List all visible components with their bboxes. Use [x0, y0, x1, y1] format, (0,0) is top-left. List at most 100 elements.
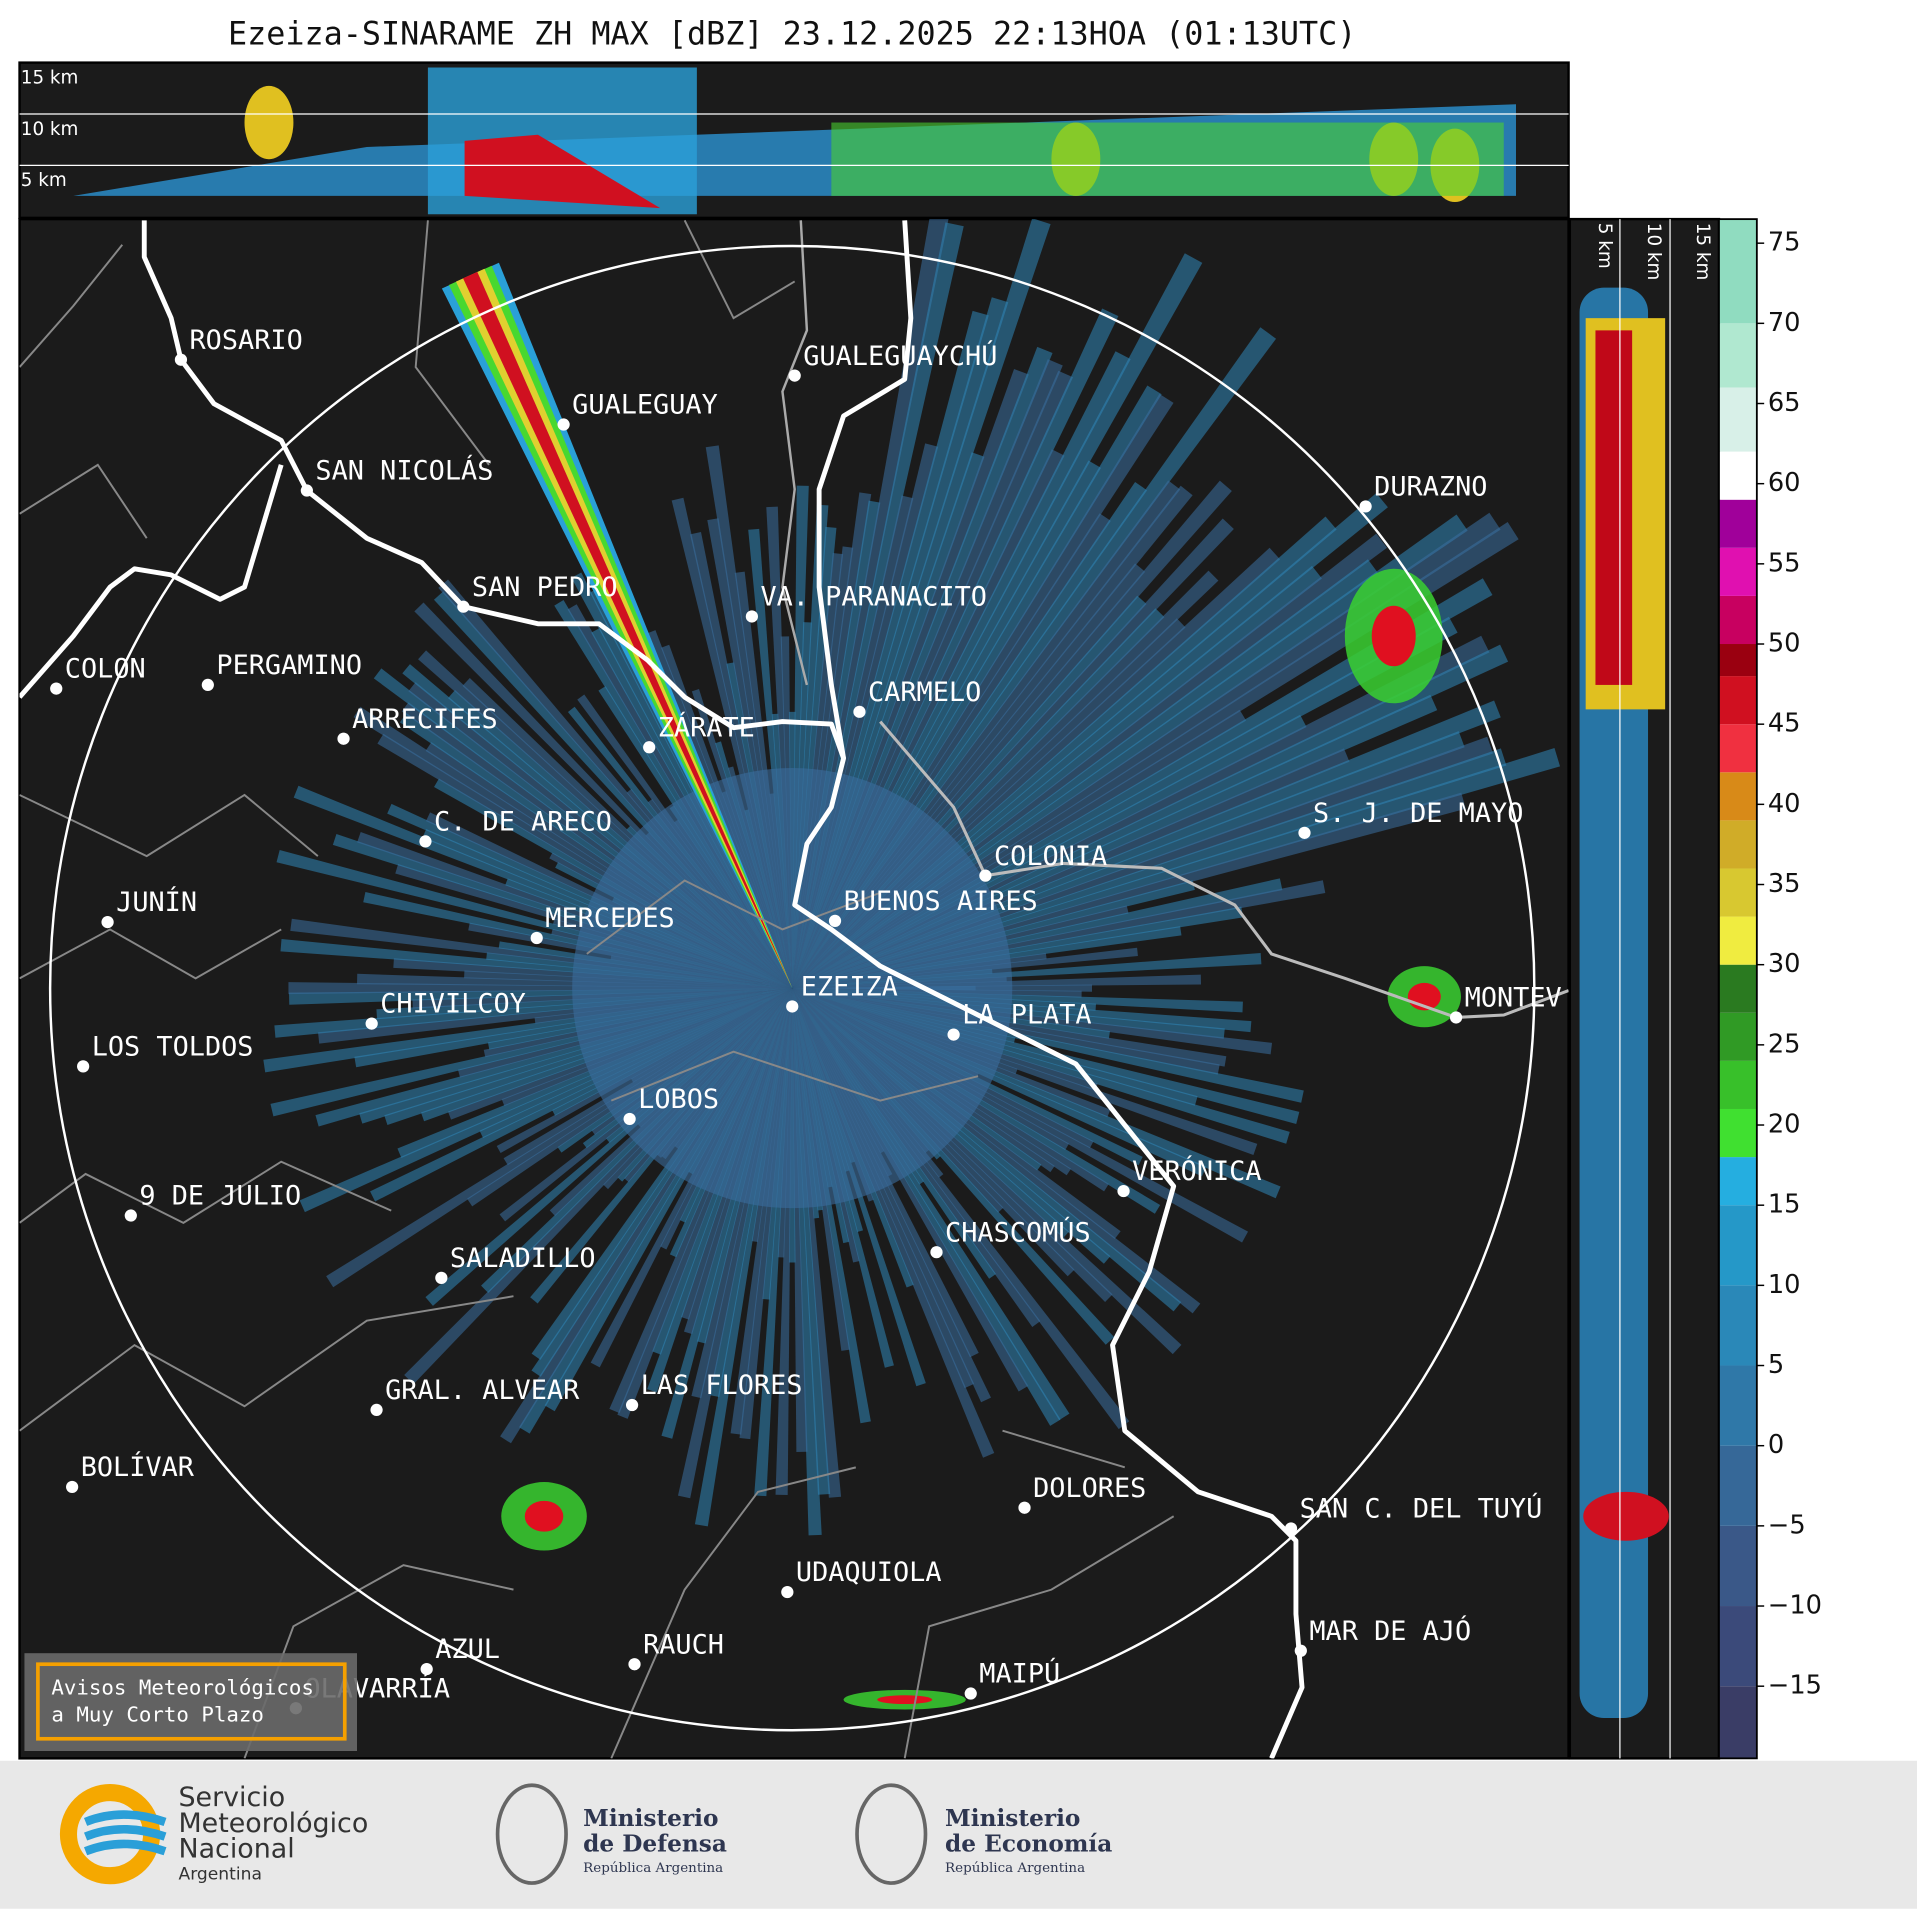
- colorbar-band: [1718, 387, 1757, 452]
- city-label: LOS TOLDOS: [92, 1032, 254, 1063]
- city-dot: [300, 484, 313, 497]
- colorbar-band: [1718, 820, 1757, 869]
- profile-echo: [464, 134, 661, 209]
- colorbar-tick-label: 55: [1768, 548, 1801, 578]
- colorbar-tick-label: 65: [1768, 388, 1801, 418]
- height-label: 10 km: [1643, 223, 1664, 281]
- city-dot: [1298, 826, 1311, 839]
- city-label: S. J. DE MAYO: [1313, 798, 1523, 829]
- city-label: JUNÍN: [116, 886, 197, 918]
- side-profile: [1579, 287, 1669, 1718]
- city-dot: [124, 1209, 137, 1222]
- city-label: C. DE ARECO: [434, 807, 612, 838]
- city-dot: [828, 914, 842, 927]
- colorbar-band: [1718, 219, 1757, 324]
- colorbar-tick-label: −15: [1768, 1671, 1822, 1701]
- city-label: COLONIA: [994, 841, 1107, 872]
- city-dot: [530, 931, 543, 945]
- profile-cell: [244, 85, 294, 160]
- footer-text: Argentina: [178, 1864, 261, 1884]
- city-dot: [979, 869, 992, 882]
- colorbar-tick-label: 20: [1768, 1110, 1801, 1140]
- notice-line: Avisos Meteorológicos: [51, 1676, 314, 1700]
- city-dot: [337, 732, 350, 745]
- city-label: DURAZNO: [1374, 472, 1487, 503]
- city-label: LA PLATA: [962, 1000, 1091, 1031]
- colorbar-band: [1718, 1686, 1757, 1759]
- city-label: DOLORES: [1033, 1473, 1146, 1504]
- city-label: 9 DE JULIO: [139, 1181, 301, 1212]
- city-dot: [853, 705, 866, 718]
- city-dot: [781, 1585, 794, 1599]
- city-dot: [101, 915, 114, 929]
- footer-text: Servicio: [178, 1782, 285, 1813]
- city-dot: [1449, 1011, 1463, 1024]
- city-dot: [370, 1403, 383, 1417]
- city-label: AZUL: [435, 1634, 500, 1665]
- height-label: 5 km: [21, 170, 67, 191]
- cities: ROSARIO GUALEGUAYCHÚ GUALEGUAY SAN NICOLÁS D…: [50, 325, 1562, 1715]
- colorbar-band: [1718, 1525, 1757, 1607]
- colorbar-band: [1718, 1606, 1757, 1687]
- height-label: 15 km: [1692, 223, 1713, 281]
- colorbar-tick-label: −10: [1768, 1591, 1822, 1621]
- notice: Avisos Meteorológicos a Muy Corto Plazo: [24, 1653, 357, 1752]
- city-label: LAS FLORES: [641, 1370, 803, 1401]
- footer-text: Ministerio: [583, 1805, 718, 1832]
- colorbar-tick-label: 15: [1768, 1190, 1801, 1220]
- colorbar-band: [1718, 1445, 1757, 1526]
- colorbar-band: [1718, 1285, 1757, 1366]
- footer-text: de Economía: [945, 1831, 1112, 1858]
- footer-text: República Argentina: [945, 1861, 1085, 1876]
- height-label: 15 km: [21, 68, 79, 89]
- footer-text: Nacional: [178, 1834, 294, 1865]
- colorbar-tick-label: 5: [1768, 1350, 1784, 1380]
- city-label: ROSARIO: [189, 325, 302, 356]
- city-label: MAR DE AJÓ: [1309, 1615, 1471, 1647]
- echo-ray: [288, 982, 793, 995]
- city-label: MERCEDES: [545, 903, 674, 934]
- city-dot: [174, 353, 188, 366]
- city-label: VERÓNICA: [1132, 1155, 1261, 1187]
- city-dot: [66, 1480, 79, 1494]
- city-dot: [420, 1662, 433, 1676]
- profile-echo: [1595, 330, 1633, 685]
- city-label: EZEIZA: [801, 972, 898, 1003]
- city-dot: [419, 835, 432, 848]
- height-label: 5 km: [1594, 223, 1615, 269]
- shield: [495, 1783, 568, 1885]
- city-label: LOBOS: [638, 1084, 719, 1115]
- boundaries: [19, 219, 1569, 1759]
- city-dot: [1018, 1501, 1031, 1514]
- colorbar-tick-label: 30: [1768, 949, 1801, 979]
- map: ROSARIO GUALEGUAYCHÚ GUALEGUAY SAN NICOLÁS D…: [19, 219, 1569, 1759]
- storm-core: [877, 1695, 933, 1705]
- colorbar-band: [1718, 1157, 1757, 1206]
- colorbar-band: [1718, 595, 1757, 645]
- city-label: CHASCOMÚS: [945, 1216, 1091, 1248]
- colorbar-band: [1718, 1205, 1757, 1286]
- footer-text: Meteorológico: [178, 1808, 368, 1839]
- colorbar-band: [1718, 644, 1757, 677]
- colorbar-tick-label: 10: [1768, 1270, 1801, 1300]
- colorbar-band: [1718, 547, 1757, 596]
- city-label: CARMELO: [868, 677, 981, 708]
- echo-beam: [455, 268, 793, 989]
- city-label: SAN NICOLÁS: [315, 455, 493, 487]
- footer-logos: Servicio Meteorológico Nacional Argentin…: [59, 1782, 1112, 1885]
- city-label: SAN PEDRO: [472, 572, 618, 603]
- city-label: UDAQUIOLA: [796, 1557, 942, 1588]
- smn-logo-waves: [83, 1810, 167, 1856]
- footer-text: Ministerio: [945, 1805, 1080, 1832]
- city-dot: [930, 1246, 943, 1259]
- city-dot: [557, 418, 570, 431]
- city-dot: [365, 1017, 378, 1030]
- title: Ezeiza-SINARAME ZH MAX [dBZ] 23.12.2025 …: [228, 17, 1356, 53]
- colorbar-tick-label: 0: [1768, 1430, 1784, 1460]
- colorbar-band: [1718, 676, 1757, 725]
- city-dot: [623, 1112, 636, 1126]
- profile-echo: [831, 122, 1504, 196]
- city-label: COLON: [65, 654, 146, 685]
